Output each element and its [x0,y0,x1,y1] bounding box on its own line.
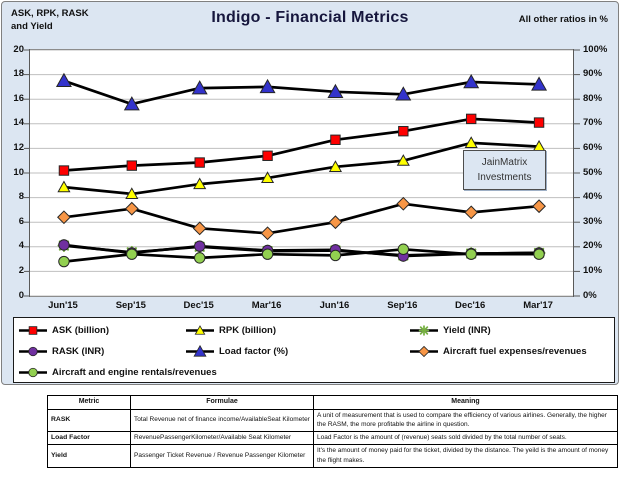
table-cell-metric: RASK [47,408,131,432]
table-header-cell: Metric [47,395,131,410]
table-row: Load Factor RevenuePassengerKilometer/Ava… [47,430,618,446]
left-axis-tick-label: 12 [13,141,24,153]
watermark-line1: JainMatrix [481,157,528,168]
x-axis-category-label: Sep'15 [115,300,146,311]
legend-marker-icon [186,324,214,335]
left-axis-tick-label: 0 [18,289,24,301]
chart-canvas [24,49,580,297]
legend-marker-icon [186,344,214,357]
left-axis-title: ASK, RPK, RASK and Yield [11,8,89,34]
legend-item-label: Aircraft and engine rentals/revenues [52,366,217,378]
right-axis-tick-label: 90% [583,68,603,80]
legend-item-label: Load factor (%) [219,345,289,357]
metrics-definition-table: Metric Formulae Meaning RASK Total Revenue n… [47,395,618,468]
legend-marker-icon [19,325,47,335]
legend-marker-icon [410,345,438,357]
table-header-row: Metric Formulae Meaning [47,395,618,410]
legend-item: Load factor (%) [185,344,288,358]
legend-item-label: Yield (INR) [443,324,491,336]
right-axis-tick-label: 50% [583,166,603,178]
right-axis-tick-label: 100% [583,43,608,55]
x-axis-category-label: Jun'15 [48,300,78,311]
table-header-cell: Meaning [313,395,618,410]
left-axis-title-line2: and Yield [11,20,53,32]
legend-item: RASK (INR) [18,344,104,358]
right-axis-tick-label: 80% [583,92,603,104]
right-axis-tick-label: 30% [583,215,603,227]
x-axis-category-label: Dec'16 [455,300,486,311]
watermark-line2: Investments [477,172,532,183]
table-cell-formulae: Total Revenue net of finance income/Avai… [130,408,314,432]
table-cell-meaning: Load Factor is the amount of (revenue) s… [313,430,618,446]
table-cell-formulae: Passenger Ticket Revenue / Revenue Passe… [130,444,314,468]
right-axis-tick-label: 10% [583,264,603,276]
table-header-cell: Formulae [130,395,314,410]
left-axis-tick-label: 8 [18,191,24,203]
x-axis-category-label: Dec'15 [183,300,214,311]
legend-item-label: RPK (billion) [219,324,276,336]
plot-area [24,49,580,297]
watermark-box: JainMatrix Investments [463,150,546,190]
left-axis-tick-label: 2 [18,264,24,276]
legend-item: ASK (billion) [18,323,109,337]
legend-marker-icon [410,324,438,336]
left-axis-tick-label: 20 [13,43,24,55]
left-axis-tick-label: 14 [13,117,24,129]
table-row: Yield Passenger Ticket Revenue / Revenue … [47,444,618,468]
legend-item-label: RASK (INR) [52,345,105,357]
x-axis-category-label: Mar'16 [251,300,282,311]
right-axis-note: All other ratios in % [518,14,608,25]
table-row: RASK Total Revenue net of finance income/… [47,408,618,432]
table-cell-formulae: RevenuePassengerKilometer/Available Seat… [130,430,314,446]
left-axis-tick-label: 18 [13,68,24,80]
left-axis-tick-label: 10 [13,166,24,178]
legend-item: Yield (INR) [409,323,491,337]
right-axis-tick-label: 60% [583,141,603,153]
x-axis-category-label: Mar'17 [523,300,553,311]
table-cell-meaning: A unit of measurement that is used to co… [313,408,618,432]
right-axis-tick-label: 70% [583,117,603,129]
chart-panel: ASK, RPK, RASK and Yield Indigo - Financ… [1,1,619,385]
legend-item: Aircraft fuel expenses/revenues [409,344,587,358]
right-axis-tick-label: 20% [583,240,603,252]
left-axis-tick-label: 4 [18,240,24,252]
table-cell-metric: Load Factor [47,430,131,446]
legend-item: RPK (billion) [185,323,276,337]
legend-marker-icon [19,367,47,377]
left-axis-tick-label: 16 [13,92,24,104]
table-cell-meaning: It's the amount of money paid for the ti… [313,444,618,468]
x-axis-category-label: Sep'16 [387,300,418,311]
chart-legend: ASK (billion) RPK (billion) Yield (INR) RAS… [13,317,615,383]
legend-item-label: ASK (billion) [52,324,109,336]
table-cell-metric: Yield [47,444,131,468]
right-axis-tick-label: 40% [583,191,603,203]
right-axis-tick-label: 0% [583,289,597,301]
left-axis-tick-label: 6 [18,215,24,227]
legend-marker-icon [19,346,47,356]
chart-title: Indigo - Financial Metrics [211,9,409,26]
x-axis-category-label: Jun'16 [319,300,350,311]
left-axis-title-line1: ASK, RPK, RASK [11,8,89,19]
legend-item-label: Aircraft fuel expenses/revenues [443,345,587,357]
legend-item: Aircraft and engine rentals/revenues [18,365,217,379]
